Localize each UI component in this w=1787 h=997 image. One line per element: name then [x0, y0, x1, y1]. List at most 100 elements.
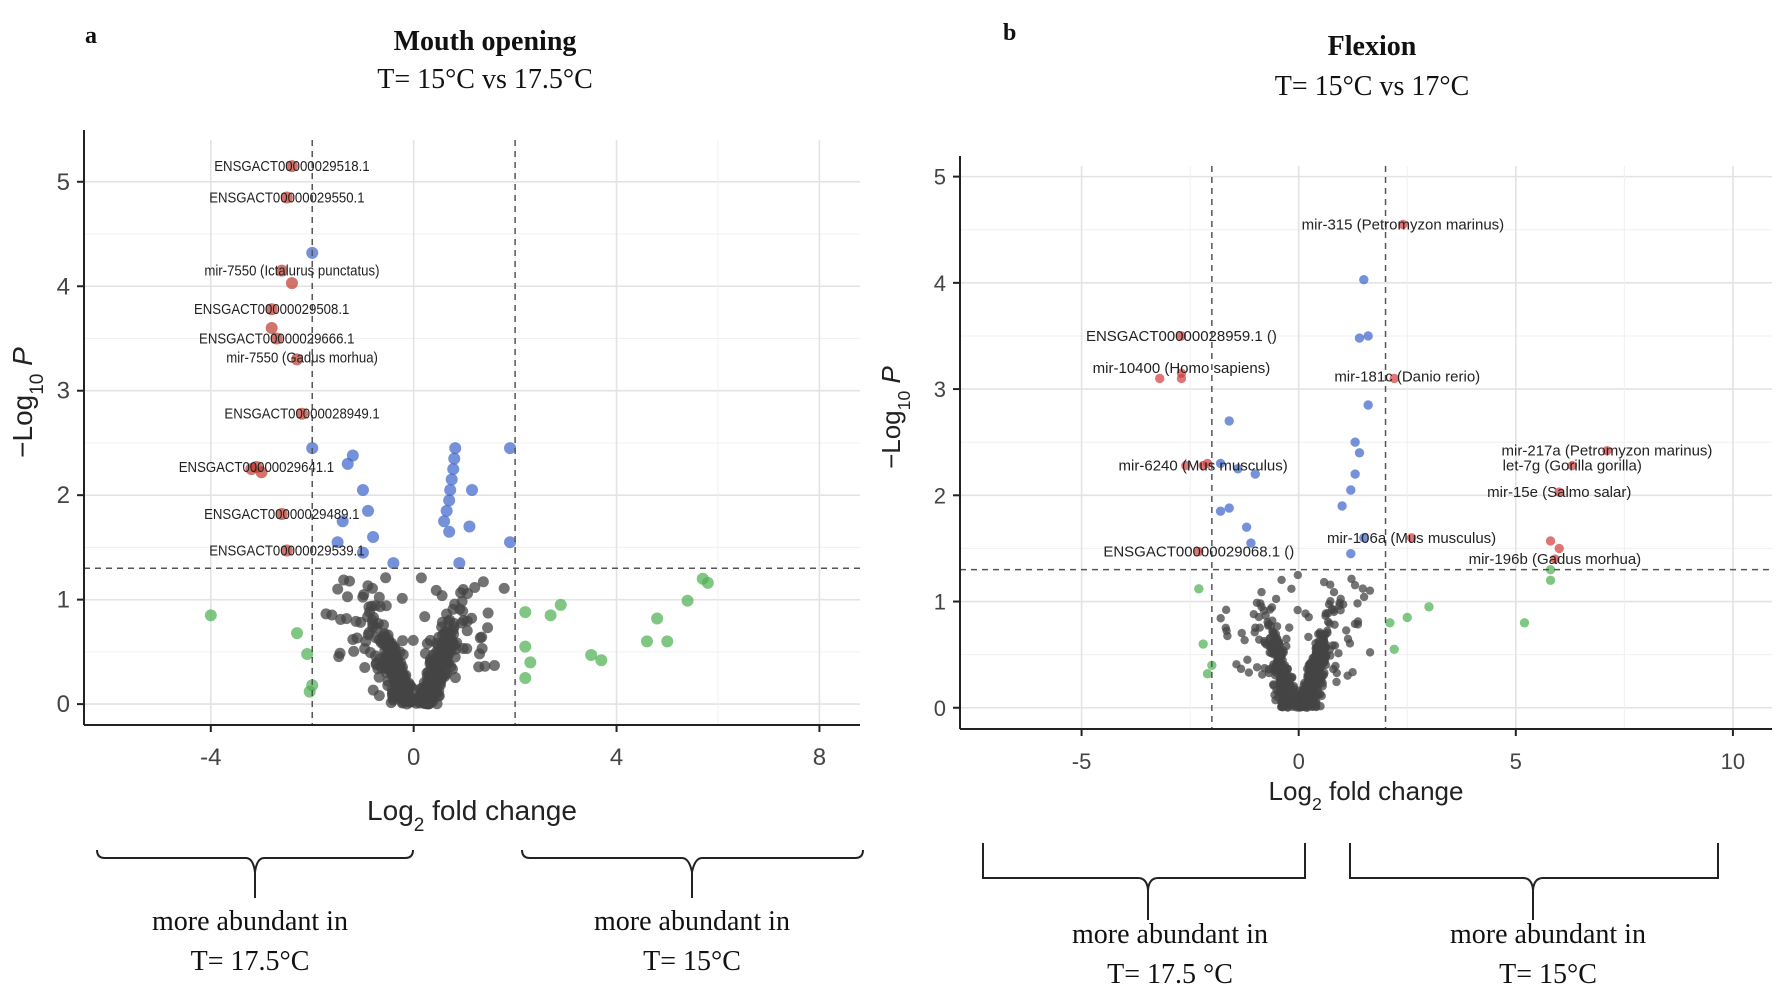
- sig-fc-point: [661, 635, 674, 648]
- ns-point: [387, 690, 399, 702]
- ns-point: [466, 612, 478, 624]
- panel-b-plot: mir-315 (Petromyzon marinus) ENSGACT00000…: [876, 156, 1772, 814]
- panel-b-letter: b: [1003, 20, 1016, 46]
- ns-point: [320, 608, 332, 620]
- point-label: ENSGACT00000029068.1 (): [1103, 544, 1294, 561]
- ns-point: [1308, 653, 1317, 663]
- sig-p-point: [1233, 464, 1243, 474]
- ns-point: [1326, 580, 1335, 589]
- ns-point: [348, 645, 360, 657]
- axes: -5 0 5 10 0 1 2 3 4 5 Log2 fold change −Log10 P: [876, 156, 1772, 814]
- point-label: mir-7550 (Gadus morhua): [226, 348, 378, 365]
- ns-point: [1321, 611, 1330, 620]
- point-label: ENSGACT00000028959.1 (): [1086, 328, 1277, 345]
- ns-point: [1286, 681, 1295, 691]
- bracket-b-right-temp: T= 15°C: [1499, 959, 1597, 990]
- ns-point: [1329, 664, 1338, 674]
- y-tick-label: 3: [57, 378, 70, 405]
- ns-points: [320, 572, 510, 710]
- ns-point: [1243, 655, 1252, 665]
- sig-p-point: [1246, 538, 1256, 548]
- sig-p-point: [504, 536, 517, 549]
- sig-both-point-group: [1155, 219, 1612, 564]
- ns-point: [1282, 641, 1291, 651]
- ns-point: [1283, 670, 1293, 679]
- ns-point: [1359, 592, 1369, 602]
- sig-p-point: [463, 520, 476, 533]
- ns-point: [419, 647, 431, 659]
- x-axis-title: Log2 fold change: [367, 795, 577, 836]
- ns-point: [1270, 690, 1279, 700]
- sig-both-point: [1155, 373, 1165, 384]
- sig-fc-point: [640, 635, 653, 648]
- ns-point: [1223, 631, 1232, 641]
- point-label: ENSGACT00000029518.1: [214, 157, 370, 174]
- sig-p-point: [438, 515, 451, 528]
- ns-point: [1266, 621, 1276, 630]
- panel-a-title: Mouth opening: [394, 26, 577, 57]
- sig-both-point: [1398, 219, 1408, 230]
- ns-point: [1325, 619, 1334, 628]
- sig-both-point: [275, 507, 288, 520]
- ns-point: [1319, 670, 1329, 680]
- sig-both-point: [1194, 546, 1204, 557]
- y-tick-label: 4: [934, 271, 946, 296]
- sig-p-point-group: [306, 246, 517, 570]
- sig-fc-point: [595, 654, 608, 667]
- ns-point: [362, 580, 374, 592]
- sig-p-point: [1224, 416, 1234, 426]
- sig-p-point: [1241, 522, 1252, 532]
- point-label: mir-217a (Petromyzon marinus): [1502, 443, 1713, 460]
- sig-fc-point: [519, 671, 532, 684]
- ns-point: [1267, 603, 1277, 612]
- ns-point: [498, 582, 510, 594]
- ns-point: [488, 660, 500, 672]
- ns-point: [1318, 681, 1327, 691]
- sig-fc-point: [291, 627, 304, 640]
- sig-p-point: [447, 463, 460, 476]
- bracket-b-right: [1349, 843, 1719, 920]
- sig-both-point: [1389, 373, 1399, 384]
- x-axis-title: Log2 fold change: [1269, 776, 1464, 814]
- ns-point: [380, 572, 392, 584]
- sig-fc-point: [701, 576, 714, 589]
- sig-both-point: [1567, 460, 1577, 471]
- sig-p-point: [1354, 333, 1365, 343]
- ns-point: [1289, 698, 1299, 708]
- y-tick-label: 5: [57, 169, 70, 196]
- y-tick-label: 1: [57, 587, 70, 614]
- ns-point: [423, 666, 435, 678]
- sig-p-point: [387, 557, 400, 570]
- ns-point: [1221, 623, 1230, 633]
- ns-point: [1236, 664, 1246, 674]
- y-axis-title: −Log10 P: [7, 347, 48, 458]
- sig-both-point: [285, 277, 298, 290]
- point-label: ENSGACT00000029641.1: [179, 458, 335, 475]
- ns-point: [338, 574, 350, 586]
- sig-p-point: [443, 494, 456, 507]
- ns-point: [442, 657, 454, 669]
- point-label: ENSGACT00000028949.1: [224, 405, 380, 422]
- ns-point: [1308, 693, 1318, 703]
- ns-point: [439, 670, 451, 682]
- ns-point: [1332, 677, 1341, 687]
- point-label: mir-10400 (Homo sapiens): [1093, 360, 1271, 377]
- sig-fc-point: [1424, 602, 1434, 612]
- x-tick-label: 10: [1721, 749, 1745, 774]
- ns-point: [1336, 594, 1345, 604]
- ns-point: [394, 684, 406, 696]
- ns-point: [340, 613, 352, 625]
- sig-p-point: [1350, 469, 1360, 479]
- sig-p-point: [1250, 469, 1260, 479]
- ns-point: [454, 603, 466, 615]
- sig-both-point: [275, 264, 288, 277]
- ns-point: [436, 616, 448, 628]
- ns-point: [474, 632, 486, 644]
- sig-p-point: [1215, 458, 1226, 469]
- sig-p-point: [1346, 485, 1356, 495]
- ns-point: [1282, 634, 1291, 644]
- bracket-a-right-temp: T= 15°C: [643, 946, 741, 977]
- ns-point: [1273, 666, 1282, 676]
- sig-fc-point: [1402, 612, 1412, 623]
- sig-p-point: [449, 442, 462, 455]
